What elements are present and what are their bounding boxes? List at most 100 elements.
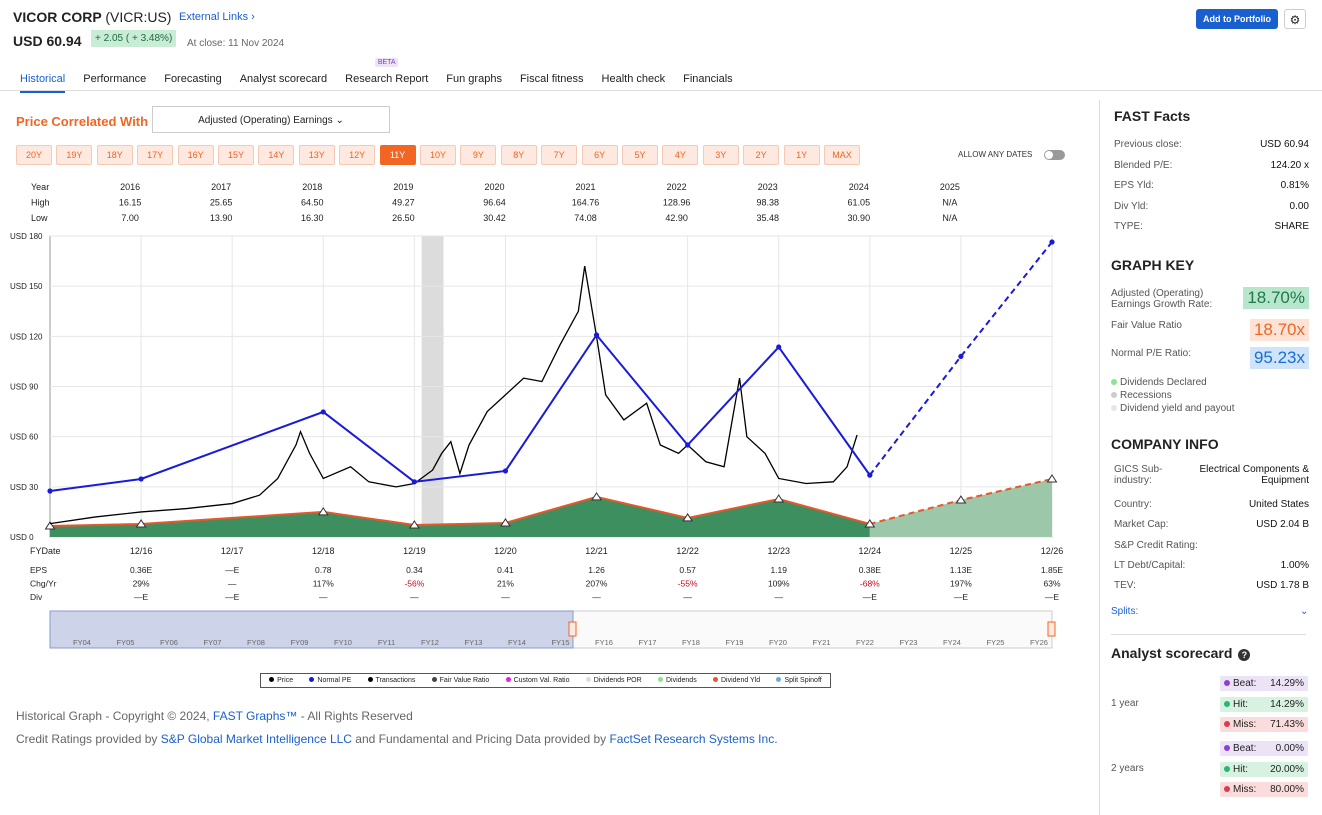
legend-item[interactable]: Transactions <box>367 677 415 684</box>
eps-cell: 207% <box>586 579 608 589</box>
price-table-cell: 2024 <box>849 182 869 192</box>
eps-cell: -68% <box>860 579 880 589</box>
footer-link[interactable]: FAST Graphs™ <box>212 709 298 723</box>
footer-link[interactable]: S&P Global Market Intelligence LLC <box>160 732 352 746</box>
fair-value-marker <box>1046 474 1058 483</box>
legend-item[interactable]: Custom Val. Ratio <box>505 677 570 684</box>
legend-item[interactable]: Fair Value Ratio <box>431 677 489 684</box>
legend-item[interactable]: Split Spinoff <box>776 677 822 684</box>
price-table-label: High <box>31 198 50 208</box>
x-axis-label: FYDate <box>30 546 61 556</box>
legend-item[interactable]: Dividend Yld <box>713 677 760 684</box>
tab[interactable]: Historical <box>20 73 66 93</box>
eps-cell: 0.41 <box>497 565 514 575</box>
normal-pe-marker <box>1049 239 1055 245</box>
fair-value-marker <box>44 521 56 530</box>
dropdown-text[interactable]: Adjusted (Operating) Earnings <box>198 115 333 126</box>
normal-pe-marker <box>411 479 417 485</box>
range-button[interactable]: 10Y <box>420 145 456 165</box>
range-button[interactable]: MAX <box>824 145 860 165</box>
score-pill: Beat: 0.00% <box>1220 741 1308 756</box>
range-button[interactable]: 16Y <box>177 145 214 165</box>
legend-text: Custom Val. Ratio <box>513 677 570 684</box>
footer-link[interactable]: FactSet Research Systems Inc. <box>609 732 778 746</box>
score-value: 14.29% <box>1270 698 1304 710</box>
info-label: LT Debt/Capital: <box>1114 560 1186 571</box>
range-button[interactable]: 19Y <box>56 145 93 165</box>
key-value: 18.70x <box>1249 319 1309 341</box>
y-tick-label: USD 120 <box>10 332 43 341</box>
allow-dates-toggle[interactable] <box>1044 150 1065 160</box>
info-row: EPS Yld: 0.81% <box>1114 180 1309 191</box>
price-table-cell: 2025 <box>940 182 960 192</box>
range-button[interactable]: 4Y <box>662 145 699 165</box>
info-value: SHARE <box>1274 221 1309 232</box>
tab[interactable]: Forecasting <box>164 73 222 85</box>
range-button[interactable]: 11Y <box>379 145 416 165</box>
range-button[interactable]: 15Y <box>218 145 254 165</box>
x-tick-label: 12/23 <box>767 546 790 556</box>
legend-item[interactable]: Dividends POR <box>585 677 642 684</box>
normal-pe-marker <box>502 468 509 474</box>
correlation-dropdown[interactable]: Adjusted (Operating) Earnings ⌄ <box>152 106 390 133</box>
fair-value-marker <box>864 519 876 528</box>
tab[interactable]: Performance <box>83 73 147 85</box>
splits-chevron[interactable]: ⌄ <box>1300 606 1309 617</box>
footer-line2: Credit Ratings provided by S&P Global Ma… <box>16 732 778 746</box>
info-row: Blended P/E: 124.20 x <box>1114 160 1309 171</box>
range-button[interactable]: 2Y <box>743 145 780 165</box>
legend-text: Price <box>277 677 294 684</box>
settings-button[interactable]: ⚙ <box>1284 9 1306 29</box>
close-date: At close: 11 Nov 2024 <box>187 38 285 49</box>
range-button[interactable]: 17Y <box>137 145 174 165</box>
fair-value-marker <box>408 520 420 529</box>
add-portfolio-button[interactable]: Add to Portfolio <box>1196 9 1278 29</box>
section-title: FAST Facts <box>1114 108 1191 124</box>
range-button[interactable]: 12Y <box>339 145 376 165</box>
fair-value-area <box>50 496 870 537</box>
range-button[interactable]: 13Y <box>298 145 335 165</box>
tab[interactable]: Analyst scorecard <box>239 73 328 85</box>
range-button[interactable]: 1Y <box>783 145 820 165</box>
fair-value-marker <box>317 506 329 516</box>
fair-value-marker <box>500 518 511 527</box>
range-button[interactable]: 14Y <box>258 145 295 165</box>
range-button[interactable]: 8Y <box>500 145 537 165</box>
normal-pe-marker <box>776 344 782 350</box>
legend-item[interactable]: Price <box>269 677 293 684</box>
x-tick-label: 12/25 <box>950 546 973 556</box>
score-value: 20.00% <box>1270 763 1304 775</box>
score-label: Miss: <box>1233 784 1257 795</box>
eps-cell: —E <box>134 592 149 602</box>
external-links-text[interactable]: External Links <box>179 11 249 23</box>
range-button[interactable]: 9Y <box>460 145 497 165</box>
legend-text: Dividends POR <box>593 677 642 684</box>
info-label: TYPE: <box>1114 221 1143 232</box>
tab[interactable]: Financials <box>683 73 733 85</box>
price-table-cell: 16.15 <box>119 198 142 208</box>
legend-swatch <box>309 677 315 682</box>
range-button[interactable]: 3Y <box>702 145 739 165</box>
tab[interactable]: Fiscal fitness <box>519 73 584 85</box>
tab[interactable]: Research Report BETA <box>345 58 429 85</box>
help-icon[interactable]: ? <box>1238 649 1251 661</box>
range-button[interactable]: 20Y <box>16 145 52 165</box>
info-label: TEV: <box>1114 580 1136 591</box>
legend-text: Split Spinoff <box>784 677 822 684</box>
range-button[interactable]: 5Y <box>622 145 658 165</box>
score-label: Beat: <box>1233 743 1257 754</box>
price-table-cell: 7.00 <box>121 213 139 223</box>
range-button[interactable]: 6Y <box>581 145 618 165</box>
tab[interactable]: Fun graphs <box>446 73 502 85</box>
eps-cell: 1.85E <box>1041 565 1064 575</box>
legend-item[interactable]: Normal PE <box>309 677 351 684</box>
legend-item[interactable]: Dividends <box>657 677 697 684</box>
range-button[interactable]: 7Y <box>541 145 578 165</box>
tab[interactable]: Health check <box>601 73 666 85</box>
range-button[interactable]: 18Y <box>96 145 133 165</box>
info-row: Market Cap: USD 2.04 B <box>1114 519 1309 530</box>
external-links[interactable]: External Links › <box>179 11 255 23</box>
fair-value-marker <box>135 519 147 528</box>
splits[interactable]: Splits: <box>1111 606 1139 617</box>
